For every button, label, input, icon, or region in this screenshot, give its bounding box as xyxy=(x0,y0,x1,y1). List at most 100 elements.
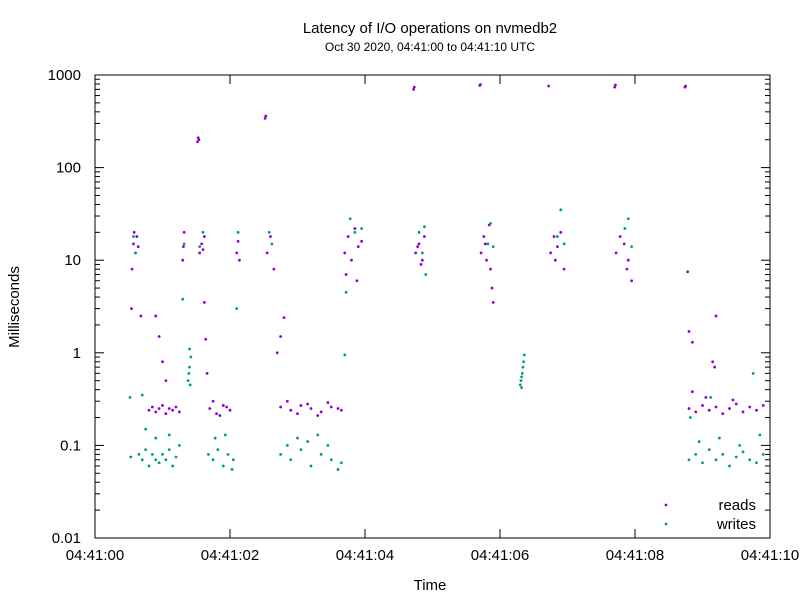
writes-point xyxy=(687,458,691,462)
writes-point xyxy=(306,440,310,443)
reads-point xyxy=(296,412,299,416)
reads-point xyxy=(423,235,426,238)
writes-point xyxy=(741,450,745,454)
reads-point xyxy=(225,405,229,409)
writes-point xyxy=(279,452,283,456)
reads-point xyxy=(350,258,353,262)
writes-point xyxy=(289,458,293,462)
legend-label-reads: reads xyxy=(718,497,756,514)
reads-point xyxy=(559,230,563,234)
writes-point xyxy=(128,395,132,399)
reads-point xyxy=(343,251,347,255)
reads-point xyxy=(346,235,350,238)
writes-point xyxy=(213,436,217,440)
writes-point xyxy=(207,452,210,456)
reads-point xyxy=(154,314,158,318)
reads-point xyxy=(701,404,704,407)
writes-point xyxy=(216,448,220,452)
writes-point xyxy=(171,464,175,468)
writes-point xyxy=(343,353,347,357)
x-axis: 04:41:00 04:41:02 04:41:04 04:41:06 04:41:08… xyxy=(66,75,799,564)
reads-point xyxy=(479,251,483,255)
reads-point xyxy=(326,401,330,404)
reads-point xyxy=(136,245,140,249)
legend-label-writes: writes xyxy=(716,516,756,533)
reads-point xyxy=(139,314,143,318)
writes-point xyxy=(761,452,765,456)
writes-point xyxy=(231,458,235,462)
reads-point xyxy=(319,410,323,414)
reads-point xyxy=(618,235,622,238)
reads-point xyxy=(167,407,171,410)
reads-point xyxy=(147,408,151,412)
writes-point xyxy=(709,395,712,399)
writes-point xyxy=(717,436,721,440)
reads-point xyxy=(355,279,359,283)
reads-point xyxy=(414,251,418,255)
writes-point xyxy=(562,242,566,246)
reads-point xyxy=(485,258,488,262)
reads-point xyxy=(130,307,133,311)
reads-point xyxy=(235,251,239,255)
reads-point xyxy=(204,337,208,341)
writes-point xyxy=(360,227,364,230)
reads-point xyxy=(622,242,626,246)
writes-point xyxy=(353,230,357,234)
writes-point xyxy=(188,347,191,351)
y-tick-label: 100 xyxy=(56,160,81,177)
reads-point xyxy=(417,242,421,246)
writes-point xyxy=(518,383,522,387)
reads-point xyxy=(215,412,218,416)
reads-point xyxy=(329,405,333,409)
writes-point xyxy=(129,455,133,459)
writes-point xyxy=(270,242,274,246)
reads-point xyxy=(731,398,735,402)
reads-point xyxy=(164,412,168,416)
writes-point xyxy=(316,433,320,437)
legend: reads writes xyxy=(664,497,756,533)
reads-point xyxy=(263,116,267,120)
writes-point xyxy=(491,245,495,249)
reads-point xyxy=(482,235,486,238)
reads-point xyxy=(174,405,178,409)
writes-point xyxy=(174,455,178,459)
x-tick-label: 04:41:06 xyxy=(471,547,529,564)
reads-point xyxy=(161,360,164,364)
writes-point xyxy=(140,458,144,462)
y-tick-label: 0.1 xyxy=(60,437,81,454)
writes-point xyxy=(134,251,137,255)
writes-point xyxy=(226,452,230,456)
reads-point xyxy=(686,270,690,274)
writes-point xyxy=(285,444,289,447)
reads-point xyxy=(157,335,161,338)
reads-point xyxy=(228,408,232,412)
reads-point xyxy=(336,407,340,410)
writes-point xyxy=(688,416,692,419)
reads-point xyxy=(626,258,630,262)
reads-point xyxy=(483,242,487,246)
writes-point xyxy=(424,273,428,276)
writes-point xyxy=(157,461,161,465)
reads-point xyxy=(412,87,415,91)
reads-point xyxy=(555,245,559,249)
reads-point xyxy=(236,239,240,243)
writes-point xyxy=(728,464,731,468)
x-tick-label: 04:41:08 xyxy=(606,547,664,564)
writes-point xyxy=(694,452,698,456)
writes-point xyxy=(521,365,525,369)
y-tick-label: 0.01 xyxy=(52,530,81,547)
reads-point xyxy=(704,395,708,399)
reads-point xyxy=(208,407,212,410)
reads-point xyxy=(479,83,482,86)
writes-point xyxy=(132,235,135,238)
reads-point xyxy=(205,371,209,375)
writes-point xyxy=(520,386,523,390)
reads-point xyxy=(687,330,691,333)
writes-point xyxy=(198,245,202,249)
writes-point xyxy=(211,458,215,462)
writes-point xyxy=(309,464,313,468)
writes-point xyxy=(486,242,490,246)
writes-point xyxy=(714,458,718,462)
writes-point xyxy=(555,235,559,238)
reads-point xyxy=(164,379,168,383)
